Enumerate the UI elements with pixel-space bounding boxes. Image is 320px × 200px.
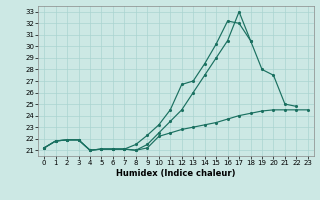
X-axis label: Humidex (Indice chaleur): Humidex (Indice chaleur)	[116, 169, 236, 178]
